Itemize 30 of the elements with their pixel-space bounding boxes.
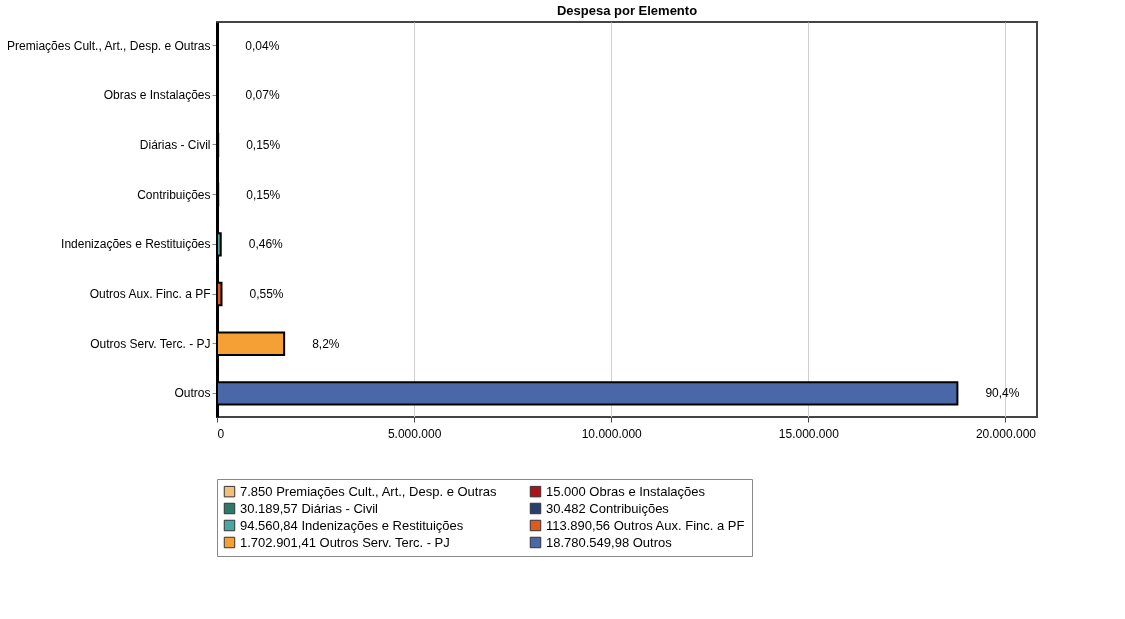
chart-title: Despesa por Elemento (556, 3, 698, 18)
legend-label: 30.482 Contribuições (546, 500, 670, 516)
annotation: 90,4% (985, 386, 1020, 401)
legend-label: 7.850 Premiações Cult., Art., Desp. e Outras (240, 483, 497, 499)
legend-label: 18.780.549,98 Outros (546, 534, 673, 550)
annotation: 0,04% (245, 38, 280, 53)
y-tick-label: Outros Aux. Finc. a PF (89, 287, 211, 302)
x-tick-label: 20.000.000 (975, 426, 1037, 441)
y-tick-label: Contribuições (137, 187, 211, 202)
annotation: 0,15% (246, 187, 281, 202)
annotation: 0,46% (248, 237, 284, 252)
annotation: 0,07% (245, 88, 280, 103)
y-tick-label: Premiações Cult., Art., Desp. e Outras (7, 38, 211, 53)
legend-label: 1.702.901,41 Outros Serv. Terc. - PJ (240, 534, 450, 550)
legend-label: 30.189,57 Diárias - Civil (240, 500, 379, 516)
legend-label: 113.890,56 Outros Aux. Finc. a PF (546, 517, 745, 533)
x-tick-label: 10.000.000 (581, 426, 643, 441)
x-tick-label: 0 (217, 426, 225, 441)
legend-label: 94.560,84 Indenizações e Restituições (240, 517, 464, 533)
legend-label: 15.000 Obras e Instalações (546, 483, 706, 499)
y-tick-label: Outros (174, 386, 211, 401)
annotation: 0,15% (246, 137, 281, 152)
annotation: 8,2% (312, 336, 340, 351)
x-tick-label: 15.000.000 (778, 426, 840, 441)
y-tick-label: Diárias - Civil (139, 137, 211, 152)
annotation: 0,55% (249, 287, 284, 302)
y-tick-label: Obras e Instalações (103, 88, 211, 103)
x-tick-label: 5.000.000 (387, 426, 442, 441)
y-tick-label: Outros Serv. Terc. - PJ (90, 336, 211, 351)
y-tick-label: Indenizações e Restituições (61, 237, 211, 252)
